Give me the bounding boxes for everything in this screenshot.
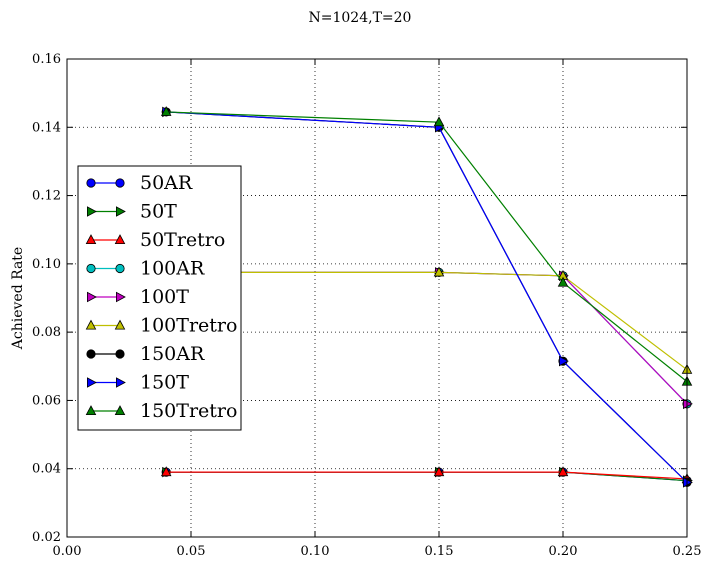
- legend-marker: [86, 349, 96, 359]
- legend-label: 50AR: [140, 172, 193, 194]
- legend-marker: [86, 263, 96, 274]
- data-point: [557, 276, 569, 287]
- data-point: [559, 355, 569, 367]
- y-tick-label: 0.06: [32, 393, 61, 408]
- legend-marker: [85, 234, 97, 245]
- series-150T: [162, 106, 693, 488]
- legend-marker: [115, 349, 125, 359]
- legend-marker: [87, 377, 97, 388]
- data-point: [557, 466, 569, 477]
- legend-label: 50T: [140, 201, 177, 223]
- legend-label: 100Tretro: [140, 315, 237, 337]
- chart-title: N=1024,T=20: [309, 10, 412, 26]
- series-line: [166, 271, 688, 405]
- legend: 50AR 50T 50Tretro 100AR 100T 100Tretro 150AR 15…: [77, 165, 242, 431]
- legend-label: 100AR: [140, 258, 205, 280]
- y-tick-label: 0.10: [32, 257, 61, 272]
- legend-marker: [115, 178, 125, 188]
- y-tick-label: 0.12: [32, 189, 61, 204]
- legend-item-150Tretro: 150Tretro: [85, 400, 237, 422]
- legend-marker: [116, 206, 126, 217]
- legend-item-150AR: 150AR: [86, 343, 205, 365]
- series-line: [166, 111, 688, 483]
- legend-marker: [114, 234, 126, 245]
- legend-item-50AR: 50AR: [86, 172, 193, 194]
- legend-label: 50Tretro: [140, 229, 225, 251]
- legend-label: 150T: [140, 372, 189, 394]
- y-tick-label: 0.16: [32, 52, 61, 67]
- legend-marker: [85, 405, 97, 416]
- legend-item-50Tretro: 50Tretro: [85, 229, 225, 251]
- series-50Tretro: [160, 466, 693, 483]
- data-point: [160, 106, 172, 116]
- series-150Tretro: [160, 106, 693, 386]
- x-tick-label: 0.15: [425, 544, 454, 559]
- legend-box: [77, 165, 242, 431]
- legend-item-100AR: 100AR: [86, 258, 205, 280]
- grid: [67, 59, 687, 537]
- data-point: [433, 116, 445, 127]
- series-50T: [162, 466, 693, 486]
- series-line: [166, 271, 688, 371]
- legend-item-150T: 150T: [87, 372, 189, 394]
- data-point: [433, 266, 445, 277]
- x-tick-label: 0.25: [673, 544, 702, 559]
- legend-marker: [116, 291, 126, 303]
- plot-area-frame: [66, 58, 688, 538]
- legend-marker: [114, 319, 126, 330]
- legend-marker: [114, 405, 126, 416]
- y-tick-label: 0.02: [32, 530, 61, 545]
- data-point: [683, 477, 693, 488]
- series-100T: [162, 267, 693, 410]
- legend-item-50T: 50T: [87, 201, 177, 223]
- series-layer: [160, 106, 693, 488]
- series-line: [166, 471, 688, 482]
- y-tick-label: 0.08: [32, 325, 61, 340]
- legend-marker: [87, 291, 97, 303]
- legend-marker: [115, 263, 125, 274]
- y-tick-label: 0.14: [32, 120, 61, 135]
- series-line: [166, 471, 688, 480]
- data-point: [433, 466, 445, 477]
- legend-item-100Tretro: 100Tretro: [85, 315, 237, 337]
- series-line: [166, 271, 688, 405]
- legend-label: 150Tretro: [140, 400, 237, 422]
- x-tick-label: 0.20: [549, 544, 578, 559]
- data-point: [683, 398, 693, 410]
- y-tick-label: 0.04: [32, 462, 61, 477]
- legend-marker: [86, 178, 96, 188]
- legend-label: 100T: [140, 286, 189, 308]
- series-line: [166, 111, 688, 483]
- legend-marker: [85, 319, 97, 330]
- legend-marker: [87, 206, 97, 217]
- series-50AR: [161, 467, 692, 486]
- x-tick-label: 0.05: [177, 544, 206, 559]
- axis-ticks: 0.00 0.05 0.10 0.15 0.20 0.25 0.02 0.04 0.06 0.08…: [32, 52, 701, 559]
- data-point: [160, 466, 172, 477]
- legend-marker: [116, 377, 126, 388]
- x-tick-label: 0.00: [53, 544, 82, 559]
- x-tick-label: 0.10: [301, 544, 330, 559]
- series-line: [166, 471, 688, 482]
- series-line: [166, 111, 688, 383]
- legend-item-100T: 100T: [87, 286, 189, 308]
- legend-label: 150AR: [140, 343, 205, 365]
- y-axis-label: Achieved Rate: [10, 247, 26, 350]
